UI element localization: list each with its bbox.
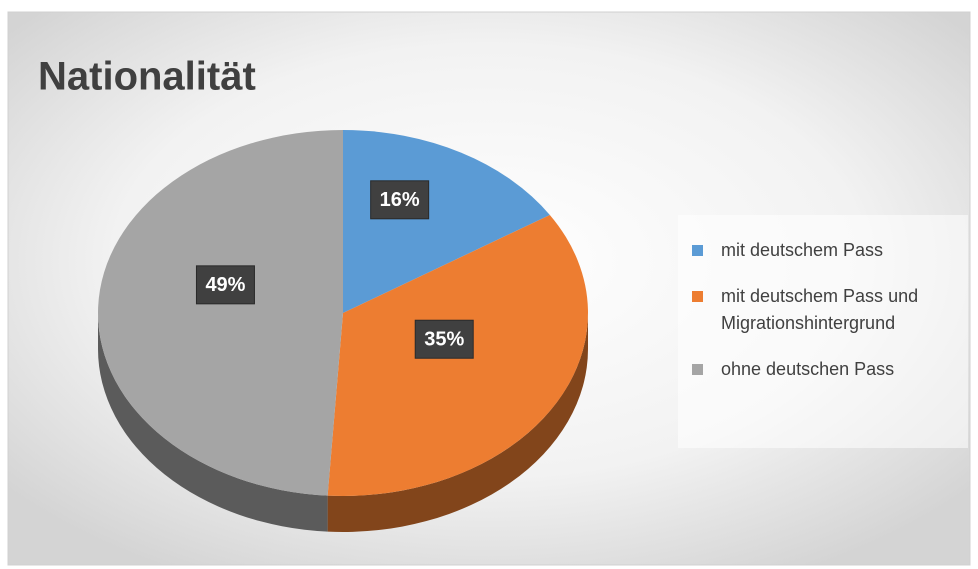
data-label-box	[370, 180, 430, 220]
legend-item: mit deutschem Pass und Migrationshinterg…	[692, 283, 958, 337]
legend-item: ohne deutschen Pass	[692, 356, 958, 383]
legend-label: mit deutschem Pass und Migrationshinterg…	[721, 286, 919, 333]
legend-label: mit deutschem Pass	[721, 240, 884, 260]
legend-swatch	[692, 291, 703, 302]
legend-item: mit deutschem Pass	[692, 237, 958, 264]
data-label: 49%	[205, 274, 245, 296]
data-label-box	[195, 265, 255, 305]
data-label: 16%	[380, 189, 420, 211]
legend-label: ohne deutschen Pass	[721, 359, 895, 379]
pie: 16% 35% 49%	[98, 130, 588, 532]
data-label: 35%	[424, 329, 464, 351]
legend-swatch	[692, 245, 703, 256]
legend: mit deutschem Pass mit deutschem Pass und…	[678, 215, 968, 448]
legend-swatch	[692, 364, 703, 375]
slice-side	[327, 313, 588, 532]
data-label-box	[414, 319, 474, 359]
slice	[343, 130, 550, 313]
slice	[98, 130, 343, 496]
chart-title: Nationalität	[38, 55, 256, 99]
slice-side	[98, 313, 328, 532]
